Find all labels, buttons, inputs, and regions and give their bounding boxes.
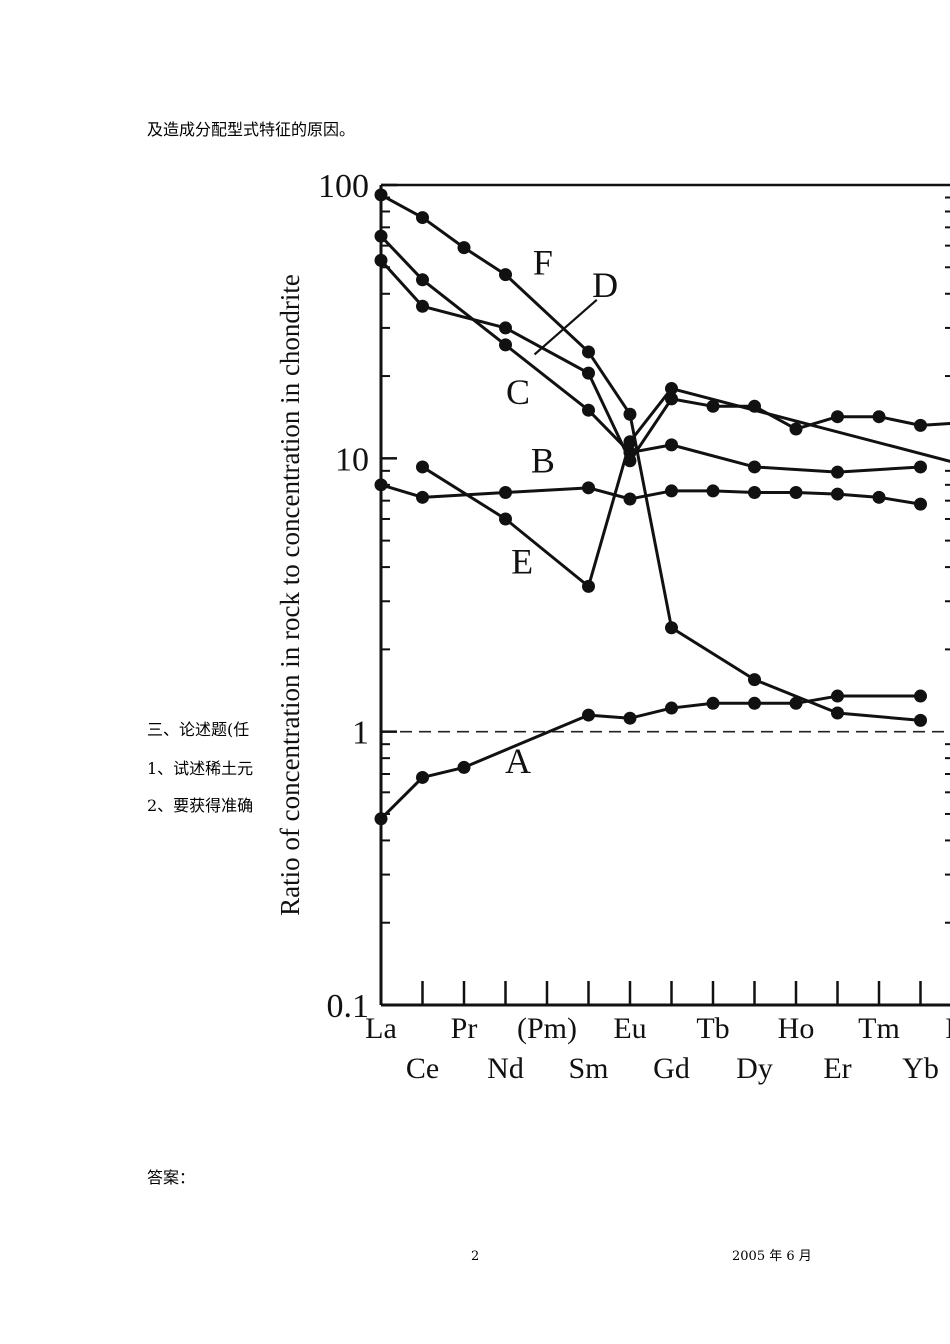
data-point-f <box>374 188 388 202</box>
y-axis-title: Ratio of concentration in rock to concen… <box>275 274 305 916</box>
section-heading: 三、论述题(任 <box>147 720 250 739</box>
series-label-f: F <box>533 243 553 283</box>
series-label-b: B <box>531 441 555 481</box>
series-line-e <box>421 387 950 588</box>
x-tick-label: Er <box>823 1052 851 1085</box>
series-line-b <box>380 483 921 506</box>
x-tick-label: Pr <box>451 1012 478 1045</box>
data-point-f <box>748 673 761 687</box>
data-point-c <box>665 438 678 452</box>
data-point-c <box>416 273 429 287</box>
page-number: 2 <box>471 1249 480 1264</box>
data-point-c <box>582 403 595 417</box>
ree-pattern-chart: 100 10 1 0.1La Ce Pr Nd (Pm) SmEuGdTbDyHoErTmYbL… <box>255 160 950 1095</box>
data-point-a <box>582 708 595 722</box>
data-point-a <box>831 689 844 703</box>
x-tick-label: Gd <box>653 1052 690 1085</box>
x-tick-label: Ho <box>778 1012 815 1045</box>
series-label-e: E <box>511 541 533 581</box>
intro-text: 及造成分配型式特征的原因。 <box>147 120 356 139</box>
data-point-a <box>789 696 803 710</box>
data-point-a <box>748 696 761 710</box>
x-tick-label: Tb <box>696 1012 729 1045</box>
data-point-a <box>706 696 720 710</box>
x-tick-label: Sm <box>568 1052 608 1085</box>
data-point-e <box>582 579 595 593</box>
data-point-c <box>914 460 927 474</box>
footer-date: 2005 年 6 月 <box>732 1249 812 1264</box>
data-point-e <box>499 512 512 526</box>
data-point-d <box>706 399 720 413</box>
data-point-a <box>457 760 471 774</box>
data-point-c <box>748 460 761 474</box>
y-tick-label: 10 <box>335 441 369 478</box>
series-label-a: A <box>505 741 531 781</box>
data-point-a <box>374 812 388 826</box>
x-tick-label: Dy <box>736 1052 773 1085</box>
series-leader-d <box>533 299 598 356</box>
data-point-c <box>374 229 388 243</box>
data-point-b <box>416 490 429 504</box>
data-point-c <box>499 338 512 352</box>
data-point-d <box>416 299 429 313</box>
x-tick-label: Lu <box>945 1012 950 1045</box>
answer-label: 答案： <box>147 1168 196 1187</box>
data-point-f <box>499 268 512 282</box>
data-point-f <box>582 345 595 359</box>
data-point-b <box>748 485 761 499</box>
data-point-f <box>457 241 471 255</box>
data-point-a <box>914 689 927 703</box>
question-1: 1、试述稀土元 <box>147 759 254 778</box>
x-tick-label: Eu <box>613 1012 646 1045</box>
x-tick-label: La <box>365 1012 397 1045</box>
data-point-f <box>416 211 429 225</box>
data-point-d <box>665 392 678 406</box>
data-point-b <box>665 484 678 498</box>
data-point-d <box>914 418 927 432</box>
series-line-f <box>380 193 921 722</box>
chart-background <box>255 160 950 1095</box>
x-tick-label: Yb <box>902 1052 939 1085</box>
data-point-d <box>872 410 886 424</box>
data-point-d <box>831 410 844 424</box>
data-point-c <box>831 465 844 479</box>
series-label-c: C <box>506 372 530 412</box>
data-point-b <box>499 485 512 499</box>
data-point-b <box>831 487 844 501</box>
data-point-d <box>374 253 388 267</box>
data-point-f <box>831 706 844 720</box>
data-point-d <box>789 422 803 436</box>
data-point-d <box>499 321 512 335</box>
x-tick-label: (Pm) <box>517 1012 577 1045</box>
data-point-f <box>623 407 637 421</box>
data-point-a <box>416 770 429 784</box>
x-tick-label: Nd <box>487 1052 524 1085</box>
data-point-b <box>374 478 388 492</box>
data-point-a <box>623 711 637 725</box>
data-point-d <box>582 366 595 380</box>
y-tick-label: 100 <box>318 168 369 205</box>
data-point-b <box>582 481 595 495</box>
data-point-e <box>665 382 678 396</box>
question-2: 2、要获得准确 <box>147 796 254 815</box>
data-point-b <box>789 485 803 499</box>
y-tick-label: 0.1 <box>327 988 370 1025</box>
data-point-e <box>416 460 429 474</box>
data-point-f <box>914 713 927 727</box>
data-point-f <box>665 621 678 635</box>
x-tick-label: Tm <box>858 1012 900 1045</box>
y-tick-label: 1 <box>352 715 369 752</box>
data-point-b <box>914 497 927 511</box>
data-point-a <box>665 701 678 715</box>
series-label-d: D <box>592 265 618 305</box>
data-point-b <box>623 492 637 506</box>
data-point-b <box>872 490 886 504</box>
x-tick-label: Ce <box>406 1052 439 1085</box>
data-point-b <box>706 484 720 498</box>
